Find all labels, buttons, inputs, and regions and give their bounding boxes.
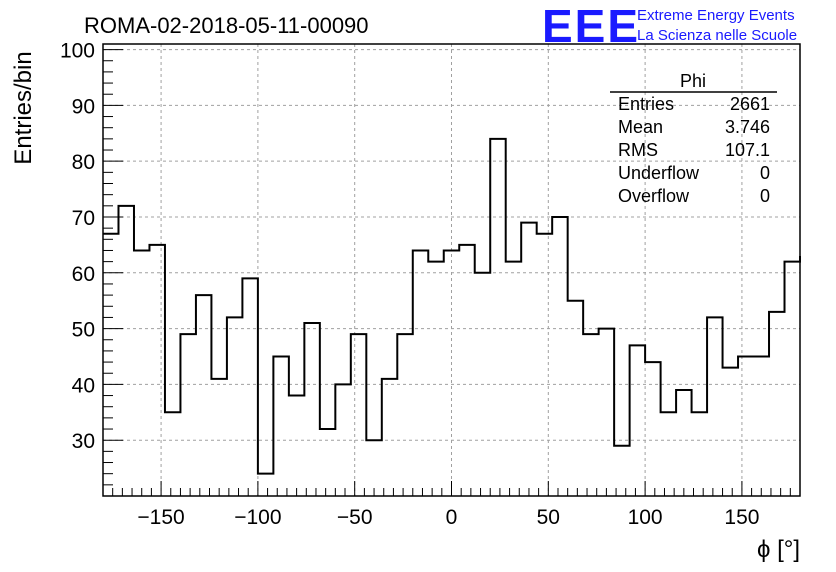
stats-label: Entries xyxy=(618,94,674,114)
y-tick-label: 40 xyxy=(72,374,95,397)
stats-label: Overflow xyxy=(618,186,690,206)
grid-lines xyxy=(103,44,800,496)
x-tick-label: −150 xyxy=(137,506,184,529)
x-axis-title: ϕ [°] xyxy=(757,536,800,563)
eee-logo: EEE Extreme Energy Events La Scienza nel… xyxy=(542,0,797,52)
logo-line-2: La Scienza nelle Scuole xyxy=(637,27,797,44)
stats-value: 2661 xyxy=(730,94,770,114)
histogram-step-line xyxy=(103,137,801,475)
stats-box: Phi Entries 2661 Mean 3.746 RMS 107.1 Underflo… xyxy=(610,71,777,206)
stats-value: 107.1 xyxy=(725,140,770,160)
y-axis-title: Entries/bin xyxy=(10,51,37,164)
logo-line-1: Extreme Energy Events xyxy=(637,7,795,24)
eee-logo-mark: EEE xyxy=(542,0,640,52)
x-tick-label: 0 xyxy=(446,506,458,529)
y-tick-label: 90 xyxy=(72,95,95,118)
stats-rows: Entries 2661 Mean 3.746 RMS 107.1 Underflow 0 Ov… xyxy=(618,94,770,206)
y-tick-label: 100 xyxy=(60,40,95,63)
axis-ticks xyxy=(103,49,791,496)
x-tick-label: 100 xyxy=(628,506,663,529)
y-tick-labels: 30 40 50 60 70 80 90 100 xyxy=(60,40,95,454)
stats-value: 0 xyxy=(760,163,770,183)
x-tick-label: 150 xyxy=(724,506,759,529)
stats-label: RMS xyxy=(618,140,658,160)
chart-title: ROMA-02-2018-05-11-00090 xyxy=(84,13,369,38)
y-tick-label: 80 xyxy=(72,151,95,174)
stats-label: Mean xyxy=(618,117,663,137)
y-tick-label: 60 xyxy=(72,263,95,286)
stats-title: Phi xyxy=(680,71,706,91)
y-tick-label: 30 xyxy=(72,430,95,453)
x-tick-label: −50 xyxy=(337,506,373,529)
stats-label: Underflow xyxy=(618,163,700,183)
stats-value: 0 xyxy=(760,186,770,206)
y-tick-label: 50 xyxy=(72,319,95,342)
x-tick-label: 50 xyxy=(537,506,560,529)
x-tick-labels: −150 −100 −50 0 50 100 150 xyxy=(137,506,759,529)
y-tick-label: 70 xyxy=(72,207,95,230)
stats-value: 3.746 xyxy=(725,117,770,137)
x-tick-label: −100 xyxy=(234,506,281,529)
